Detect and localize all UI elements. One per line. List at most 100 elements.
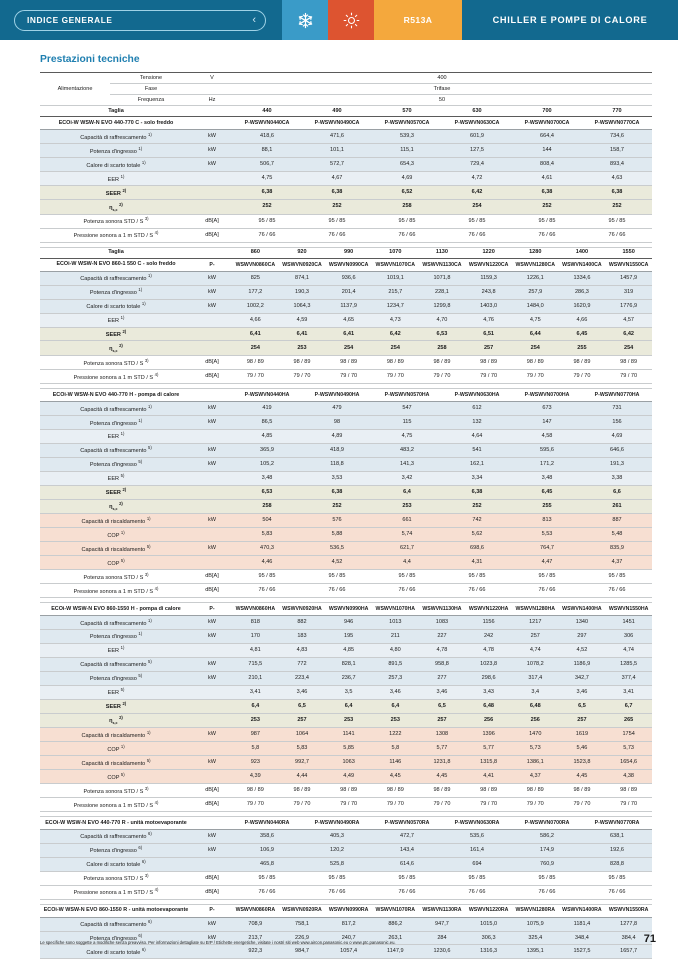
row-value: 6,41 [325, 327, 372, 342]
table-row: EER 5) 3,41 3,46 3,5 3,46 3,46 3,43 3,4 3,46 3,41 [40, 685, 652, 700]
row-value: 4,83 [278, 643, 326, 658]
supply-row-value: 50 [232, 94, 652, 107]
row-value: 1340 [558, 615, 606, 630]
table-row: ηs,c 2) 258 252 253 252 255 261 [40, 499, 652, 515]
row-value: 76 / 66 [302, 228, 372, 243]
index-generale-button[interactable]: INDICE GENERALE ‹ [14, 9, 266, 31]
row-value: 760,9 [512, 857, 582, 872]
row-value: 254 [371, 340, 419, 357]
row-value: 1277,8 [605, 917, 652, 932]
row-value: 79 / 70 [605, 369, 652, 385]
row-label: EER 1) [40, 313, 192, 328]
row-value: 1654,6 [605, 755, 652, 771]
row-value: 384,4 [605, 931, 652, 946]
row-value: 98 / 89 [465, 355, 512, 371]
row-unit [192, 741, 232, 757]
model-code: WSWVN0990RA [325, 904, 372, 918]
row-value: 95 / 85 [582, 214, 652, 229]
row-value: 1308 [418, 727, 466, 743]
table-row: Capacità di raffrescamento 1) kW 418,6 471,… [40, 129, 652, 145]
table-row: Pressione sonora a 1 m STD / S 4) dB[A] 76… [40, 583, 652, 598]
row-value: 190,3 [278, 285, 326, 300]
row-value: 6,38 [302, 185, 372, 201]
row-value: 3,38 [582, 471, 652, 486]
row-unit: kW [192, 285, 232, 300]
page-number: 71 [643, 933, 656, 945]
block-gap [40, 597, 652, 603]
row-unit [192, 555, 232, 571]
block-title: ECOi-W WSW-N EVO 860-1550 H - pompa di c… [40, 602, 192, 616]
row-value: 297 [558, 629, 606, 644]
model-code: P-WSWVN0770HA [582, 389, 652, 402]
table-row: Capacità di riscaldamento 5) kW 923 992,7 10… [40, 755, 652, 771]
row-value: 243,8 [465, 285, 512, 300]
row-unit [192, 643, 232, 658]
model-prefix: P- [192, 258, 232, 272]
block-title: ECOi-W WSW-N EVO 860-1550 R - unità moto… [40, 904, 192, 918]
row-value: 3,43 [465, 685, 512, 700]
row-value: 465,8 [232, 857, 302, 872]
row-value: 1141 [325, 727, 372, 743]
block-title: ECOi-W WSW-N EVO 440-770 R - unità motoe… [40, 816, 192, 830]
row-value: 6,38 [232, 185, 302, 201]
row-label: Capacità di raffrescamento 1) [40, 271, 192, 286]
supply-row: Fase Trifase [40, 83, 652, 96]
table-row: Pressione sonora a 1 m STD / S 4) dB[A] 76… [40, 885, 652, 900]
row-value: 1457,9 [605, 271, 652, 286]
table-row: Capacità di riscaldamento 5) kW 470,3 536,5… [40, 541, 652, 557]
row-value: 1222 [371, 727, 419, 743]
row-value: 258 [418, 340, 466, 357]
supply-row-unit: V [192, 72, 232, 85]
row-value: 76 / 66 [442, 228, 512, 243]
row-value: 127,5 [442, 143, 512, 159]
row-value: 132 [442, 415, 512, 430]
row-unit: kW [192, 727, 232, 743]
row-label: Potenza sonora STD / S 3) [40, 569, 192, 585]
row-unit: dB[A] [192, 783, 232, 798]
row-label: Potenza d'ingresso 1) [40, 285, 192, 300]
row-label: Potenza d'ingresso 1) [40, 143, 192, 159]
size-value: 490 [302, 106, 372, 118]
row-value: 6,38 [442, 485, 512, 500]
row-value: 638,1 [582, 829, 652, 844]
row-unit: kW [192, 457, 232, 472]
row-value: 4,47 [512, 555, 582, 571]
row-value: 257 [418, 713, 466, 729]
row-value: 1657,7 [605, 944, 652, 959]
model-code: P-WSWVN0630CA [442, 116, 512, 131]
row-unit: dB[A] [192, 871, 232, 886]
row-value: 98 / 89 [278, 783, 326, 798]
model-code: WSWVN0920HA [278, 602, 326, 616]
row-value: 6,48 [465, 699, 512, 714]
row-value: 1396 [465, 727, 512, 743]
row-value: 76 / 66 [372, 583, 442, 598]
row-value: 4,31 [442, 555, 512, 571]
table-row: Capacità di raffrescamento 5) kW 715,5 772 8… [40, 657, 652, 672]
model-prefix [192, 389, 232, 402]
table-row: Calore di scarto totale 1) kW 506,7 572,7 65… [40, 157, 652, 173]
table-row: COP 1) 5,8 5,83 5,85 5,8 5,77 5,77 5,73 5,46 5,73 [40, 741, 652, 757]
row-value: 6,4 [325, 699, 372, 714]
row-value: 98 / 89 [278, 355, 326, 371]
table-row: EER 1) 4,85 4,89 4,75 4,64 4,58 4,69 [40, 429, 652, 444]
row-value: 5,46 [558, 741, 606, 757]
page-footer: Le specifiche sono soggette a modifiche … [40, 933, 656, 945]
row-value: 325,4 [511, 931, 559, 946]
row-value: 3,41 [232, 685, 279, 700]
row-value: 5,77 [465, 741, 512, 757]
row-value: 4,69 [582, 429, 652, 444]
spec-blocks: Taglia 440 490 570 630 700 770 ECOi-W WSW-N EVO… [40, 106, 652, 959]
row-value: 141,3 [372, 457, 442, 472]
table-row: Capacità di raffrescamento 6) kW 708,9 758,… [40, 917, 652, 932]
row-value: 253 [278, 340, 326, 357]
row-value: 536,5 [302, 541, 372, 557]
row-value: 95 / 85 [582, 871, 652, 886]
row-label: Potenza d'ingresso 1) [40, 415, 192, 430]
row-value: 95 / 85 [302, 569, 372, 585]
row-label: Pressione sonora a 1 m STD / S 4) [40, 885, 192, 900]
row-value: 342,7 [558, 671, 606, 686]
row-value: 115 [372, 415, 442, 430]
row-value: 5,73 [511, 741, 559, 757]
table-row: Capacità di raffrescamento 1) kW 818 882 946… [40, 615, 652, 630]
row-value: 76 / 66 [372, 885, 442, 900]
